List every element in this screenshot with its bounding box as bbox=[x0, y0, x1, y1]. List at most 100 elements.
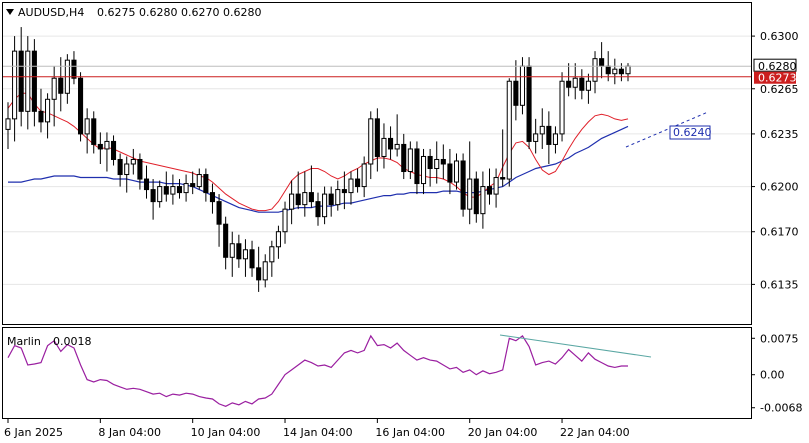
candle-bull bbox=[45, 98, 51, 123]
x-tick-label: 8 Jan 04:00 bbox=[98, 426, 161, 439]
candle-bear bbox=[137, 158, 143, 180]
candle-bear bbox=[374, 118, 380, 157]
current-price-label: 0.6280 bbox=[758, 60, 797, 73]
candle-bull bbox=[552, 133, 558, 145]
indicator-name: Marlin bbox=[7, 335, 41, 348]
ohlc-label: 0.6275 0.6280 0.6270 0.6280 bbox=[97, 6, 261, 19]
x-tick-label: 22 Jan 04:00 bbox=[560, 426, 630, 439]
candle-bull bbox=[84, 118, 90, 135]
candle-bear bbox=[618, 68, 624, 75]
candle-bear bbox=[526, 65, 532, 142]
candle-bull bbox=[262, 261, 268, 281]
candle-bull bbox=[434, 158, 440, 170]
candle-bear bbox=[78, 77, 84, 135]
candle-bear bbox=[163, 186, 169, 195]
candle-bull bbox=[322, 193, 328, 218]
candle-bear bbox=[308, 192, 314, 203]
candle-bull bbox=[335, 189, 341, 206]
candle-bear bbox=[355, 178, 361, 188]
candle-bear bbox=[91, 118, 97, 145]
indicator-tick-label: -0.0068 bbox=[760, 402, 802, 415]
candle-bull bbox=[480, 186, 486, 215]
candle-bear bbox=[190, 183, 196, 188]
candle-bull bbox=[394, 143, 400, 150]
candle-bull bbox=[625, 65, 631, 75]
candle-bear bbox=[71, 59, 77, 79]
candle-bull bbox=[282, 208, 288, 233]
candle-bull bbox=[559, 80, 565, 135]
candle-bull bbox=[130, 158, 136, 165]
indicator-axis: 0.0075 0.00 -0.0068 bbox=[751, 332, 802, 415]
candle-bear bbox=[143, 178, 150, 191]
candle-bear bbox=[440, 158, 446, 165]
price-line-tag: 0.6273 bbox=[754, 71, 797, 85]
candle-bull bbox=[302, 192, 308, 206]
y-tick-label: 0.6265 bbox=[760, 83, 799, 96]
candle-bear bbox=[31, 50, 37, 112]
candle-bull bbox=[539, 125, 545, 135]
candle-bear bbox=[447, 163, 453, 183]
candle-bear bbox=[427, 155, 433, 170]
candle-bear bbox=[223, 223, 229, 258]
candle-bull bbox=[381, 137, 387, 157]
candle-bull bbox=[519, 65, 526, 106]
candle-bear bbox=[209, 192, 216, 203]
candle-bear bbox=[328, 193, 334, 206]
candle-bull bbox=[157, 186, 163, 203]
ma-label-box bbox=[669, 125, 711, 140]
candle-bull bbox=[361, 163, 367, 188]
y-tick-label: 0.6170 bbox=[760, 226, 799, 239]
candle-bear bbox=[341, 189, 347, 194]
y-tick-label: 0.6235 bbox=[760, 128, 799, 141]
candle-bear bbox=[236, 243, 242, 260]
indicator-tick-label: 0.0075 bbox=[760, 332, 799, 345]
x-tick-label: 20 Jan 04:00 bbox=[468, 426, 538, 439]
candle-bull bbox=[275, 231, 281, 248]
y-tick-label: 0.6200 bbox=[760, 181, 799, 194]
candle-bull bbox=[51, 77, 57, 100]
ma-extension-line bbox=[625, 111, 709, 148]
x-tick-label: 14 Jan 04:00 bbox=[283, 426, 353, 439]
candle-bear bbox=[500, 177, 506, 180]
candle-bull bbox=[592, 58, 598, 82]
candle-bear bbox=[486, 186, 493, 195]
symbol-label: AUDUSD,H4 bbox=[18, 6, 84, 19]
candle-bull bbox=[104, 140, 110, 150]
indicator-series bbox=[7, 334, 628, 407]
candle-bull bbox=[12, 50, 18, 120]
indicator-plot-frame bbox=[2, 327, 752, 419]
candle-bull bbox=[229, 243, 235, 258]
candle-bull bbox=[407, 148, 413, 173]
indicator-value: 0.0018 bbox=[53, 335, 92, 348]
candle-bull bbox=[493, 177, 499, 195]
candle-bull bbox=[348, 178, 354, 194]
candle-bull bbox=[170, 186, 176, 195]
indicator-tick-label: 0.00 bbox=[760, 369, 785, 382]
candle-bull bbox=[585, 80, 591, 91]
candle-bear bbox=[203, 174, 209, 194]
candle-bear bbox=[58, 77, 64, 94]
candle-bull bbox=[533, 133, 539, 142]
candle-bull bbox=[420, 155, 427, 185]
candle-bull bbox=[183, 183, 189, 194]
candle-bull bbox=[242, 249, 248, 260]
candle-bear bbox=[249, 249, 255, 269]
grid-lines bbox=[3, 35, 751, 285]
y-tick-label: 0.6300 bbox=[760, 30, 799, 43]
candle-bull bbox=[368, 118, 374, 165]
candle-bull bbox=[25, 50, 31, 112]
candles bbox=[5, 27, 631, 292]
candle-bear bbox=[38, 110, 44, 123]
candle-bull bbox=[506, 80, 512, 180]
candle-bull bbox=[5, 118, 11, 130]
candle-bear bbox=[315, 201, 321, 218]
candle-bull bbox=[196, 174, 202, 188]
price-axis: 0.6300 0.6265 0.6235 0.6200 0.6170 0.6135 bbox=[751, 30, 799, 291]
candle-bear bbox=[605, 65, 611, 75]
candle-bear bbox=[599, 58, 605, 67]
candle-bear bbox=[546, 125, 552, 145]
marlin-line bbox=[7, 334, 628, 407]
ma-label: 0.6240 bbox=[673, 126, 712, 139]
dropdown-triangle-icon[interactable] bbox=[6, 9, 14, 15]
